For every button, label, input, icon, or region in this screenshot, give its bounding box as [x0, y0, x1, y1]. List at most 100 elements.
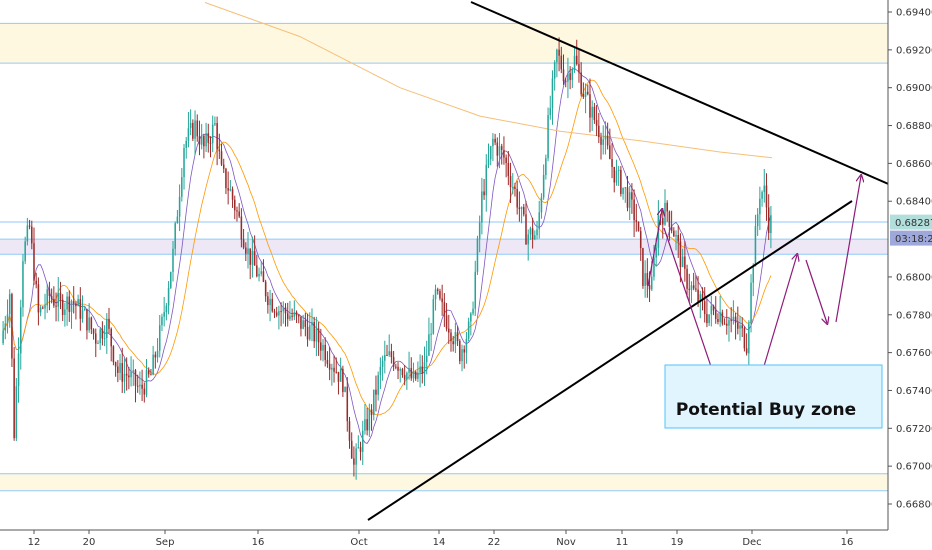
candle-body: [211, 124, 214, 144]
lower-trendline: [367, 200, 853, 521]
candle-body: [39, 307, 42, 313]
candle-body: [178, 196, 181, 217]
candle-body: [633, 199, 635, 221]
candle-body: [125, 373, 128, 376]
candle-body: [395, 366, 397, 368]
time-tick-label: Oct: [350, 537, 367, 548]
candle-body: [712, 305, 715, 311]
candle-body: [558, 49, 560, 56]
candle-body: [240, 216, 243, 240]
candle-body: [262, 271, 265, 282]
candle-body: [467, 321, 470, 339]
candle-body: [384, 354, 386, 361]
candle-body: [97, 343, 99, 345]
candle-body: [181, 177, 183, 197]
candle-body: [419, 366, 421, 373]
candle-body: [11, 294, 13, 359]
time-axis: 12 20 Sep 16 Oct 14 22 Nov 11 19 Dec 16: [0, 529, 932, 550]
buy-zone-box: Potential Buy zone: [664, 364, 883, 429]
candle-body: [379, 366, 382, 376]
candle-body: [57, 292, 60, 307]
buy-zone-label: Potential Buy zone: [676, 400, 856, 420]
candle-body: [2, 330, 4, 344]
candle-body: [723, 323, 726, 325]
candle-body: [370, 409, 373, 416]
candle-body: [31, 226, 33, 244]
candle-body: [72, 300, 75, 304]
candle-body: [103, 338, 106, 340]
candle-body: [88, 317, 90, 331]
upper-trendline: [470, 1, 894, 187]
candle-body: [77, 299, 79, 307]
candle-body: [759, 198, 761, 215]
candle-body: [86, 309, 88, 331]
candle-body: [280, 311, 282, 313]
candle-body: [154, 354, 157, 358]
candle-body: [4, 323, 7, 331]
candle-body: [377, 375, 379, 395]
candle-body: [37, 284, 40, 313]
candle-body: [200, 135, 203, 145]
candle-body: [364, 419, 366, 431]
candle-body: [286, 313, 289, 320]
candle-body: [631, 192, 633, 200]
candle-body: [540, 197, 543, 213]
candle-body: [598, 125, 600, 138]
candle-body: [527, 234, 529, 245]
projection-arrow-4: [835, 176, 861, 323]
candle-body: [637, 221, 640, 232]
candle-body: [79, 299, 82, 319]
candle-body: [170, 272, 172, 288]
candle-body: [690, 285, 693, 290]
candle-body: [152, 354, 154, 375]
candle-body: [359, 447, 362, 452]
candle-body: [17, 353, 20, 387]
candle-body: [156, 350, 159, 358]
candle-body: [8, 294, 11, 315]
candle-body: [304, 320, 307, 327]
zone-2: [0, 473, 888, 491]
candle-body: [761, 192, 763, 199]
candle-body: [229, 189, 232, 191]
candle-body: [64, 309, 66, 315]
candle-body: [189, 122, 192, 129]
candle-body: [719, 312, 721, 322]
candle-body: [302, 320, 304, 329]
candle-body: [282, 307, 285, 312]
candle-body: [194, 120, 196, 139]
candle-body: [754, 226, 757, 267]
candle-body: [600, 137, 602, 145]
candle-body: [767, 207, 770, 234]
candle-body: [48, 289, 51, 296]
candle-body: [313, 321, 315, 342]
candle-body: [123, 373, 126, 382]
candle-body: [119, 363, 121, 373]
candle-body: [622, 187, 624, 194]
candle-body: [710, 305, 713, 315]
candle-body: [503, 149, 505, 158]
time-axis-bg: [0, 530, 932, 550]
candle-body: [245, 247, 247, 254]
candle-body: [24, 241, 26, 262]
candle-body: [406, 372, 408, 380]
candle-body: [545, 158, 547, 175]
candle-body: [478, 222, 481, 239]
candle-body: [642, 248, 644, 286]
candle-body: [714, 310, 717, 319]
candle-body: [150, 374, 152, 376]
candle-body: [593, 106, 596, 121]
candle-body: [333, 367, 335, 372]
candle-body: [609, 145, 611, 160]
candle-body: [432, 299, 435, 334]
candle-body: [507, 163, 510, 177]
time-tick-label: 22: [488, 537, 501, 548]
candle-body: [717, 318, 719, 322]
candle-body: [269, 298, 271, 306]
candle-body: [81, 310, 84, 319]
candle-body: [141, 384, 143, 389]
candle-body: [174, 223, 176, 249]
candle-body: [681, 256, 684, 267]
